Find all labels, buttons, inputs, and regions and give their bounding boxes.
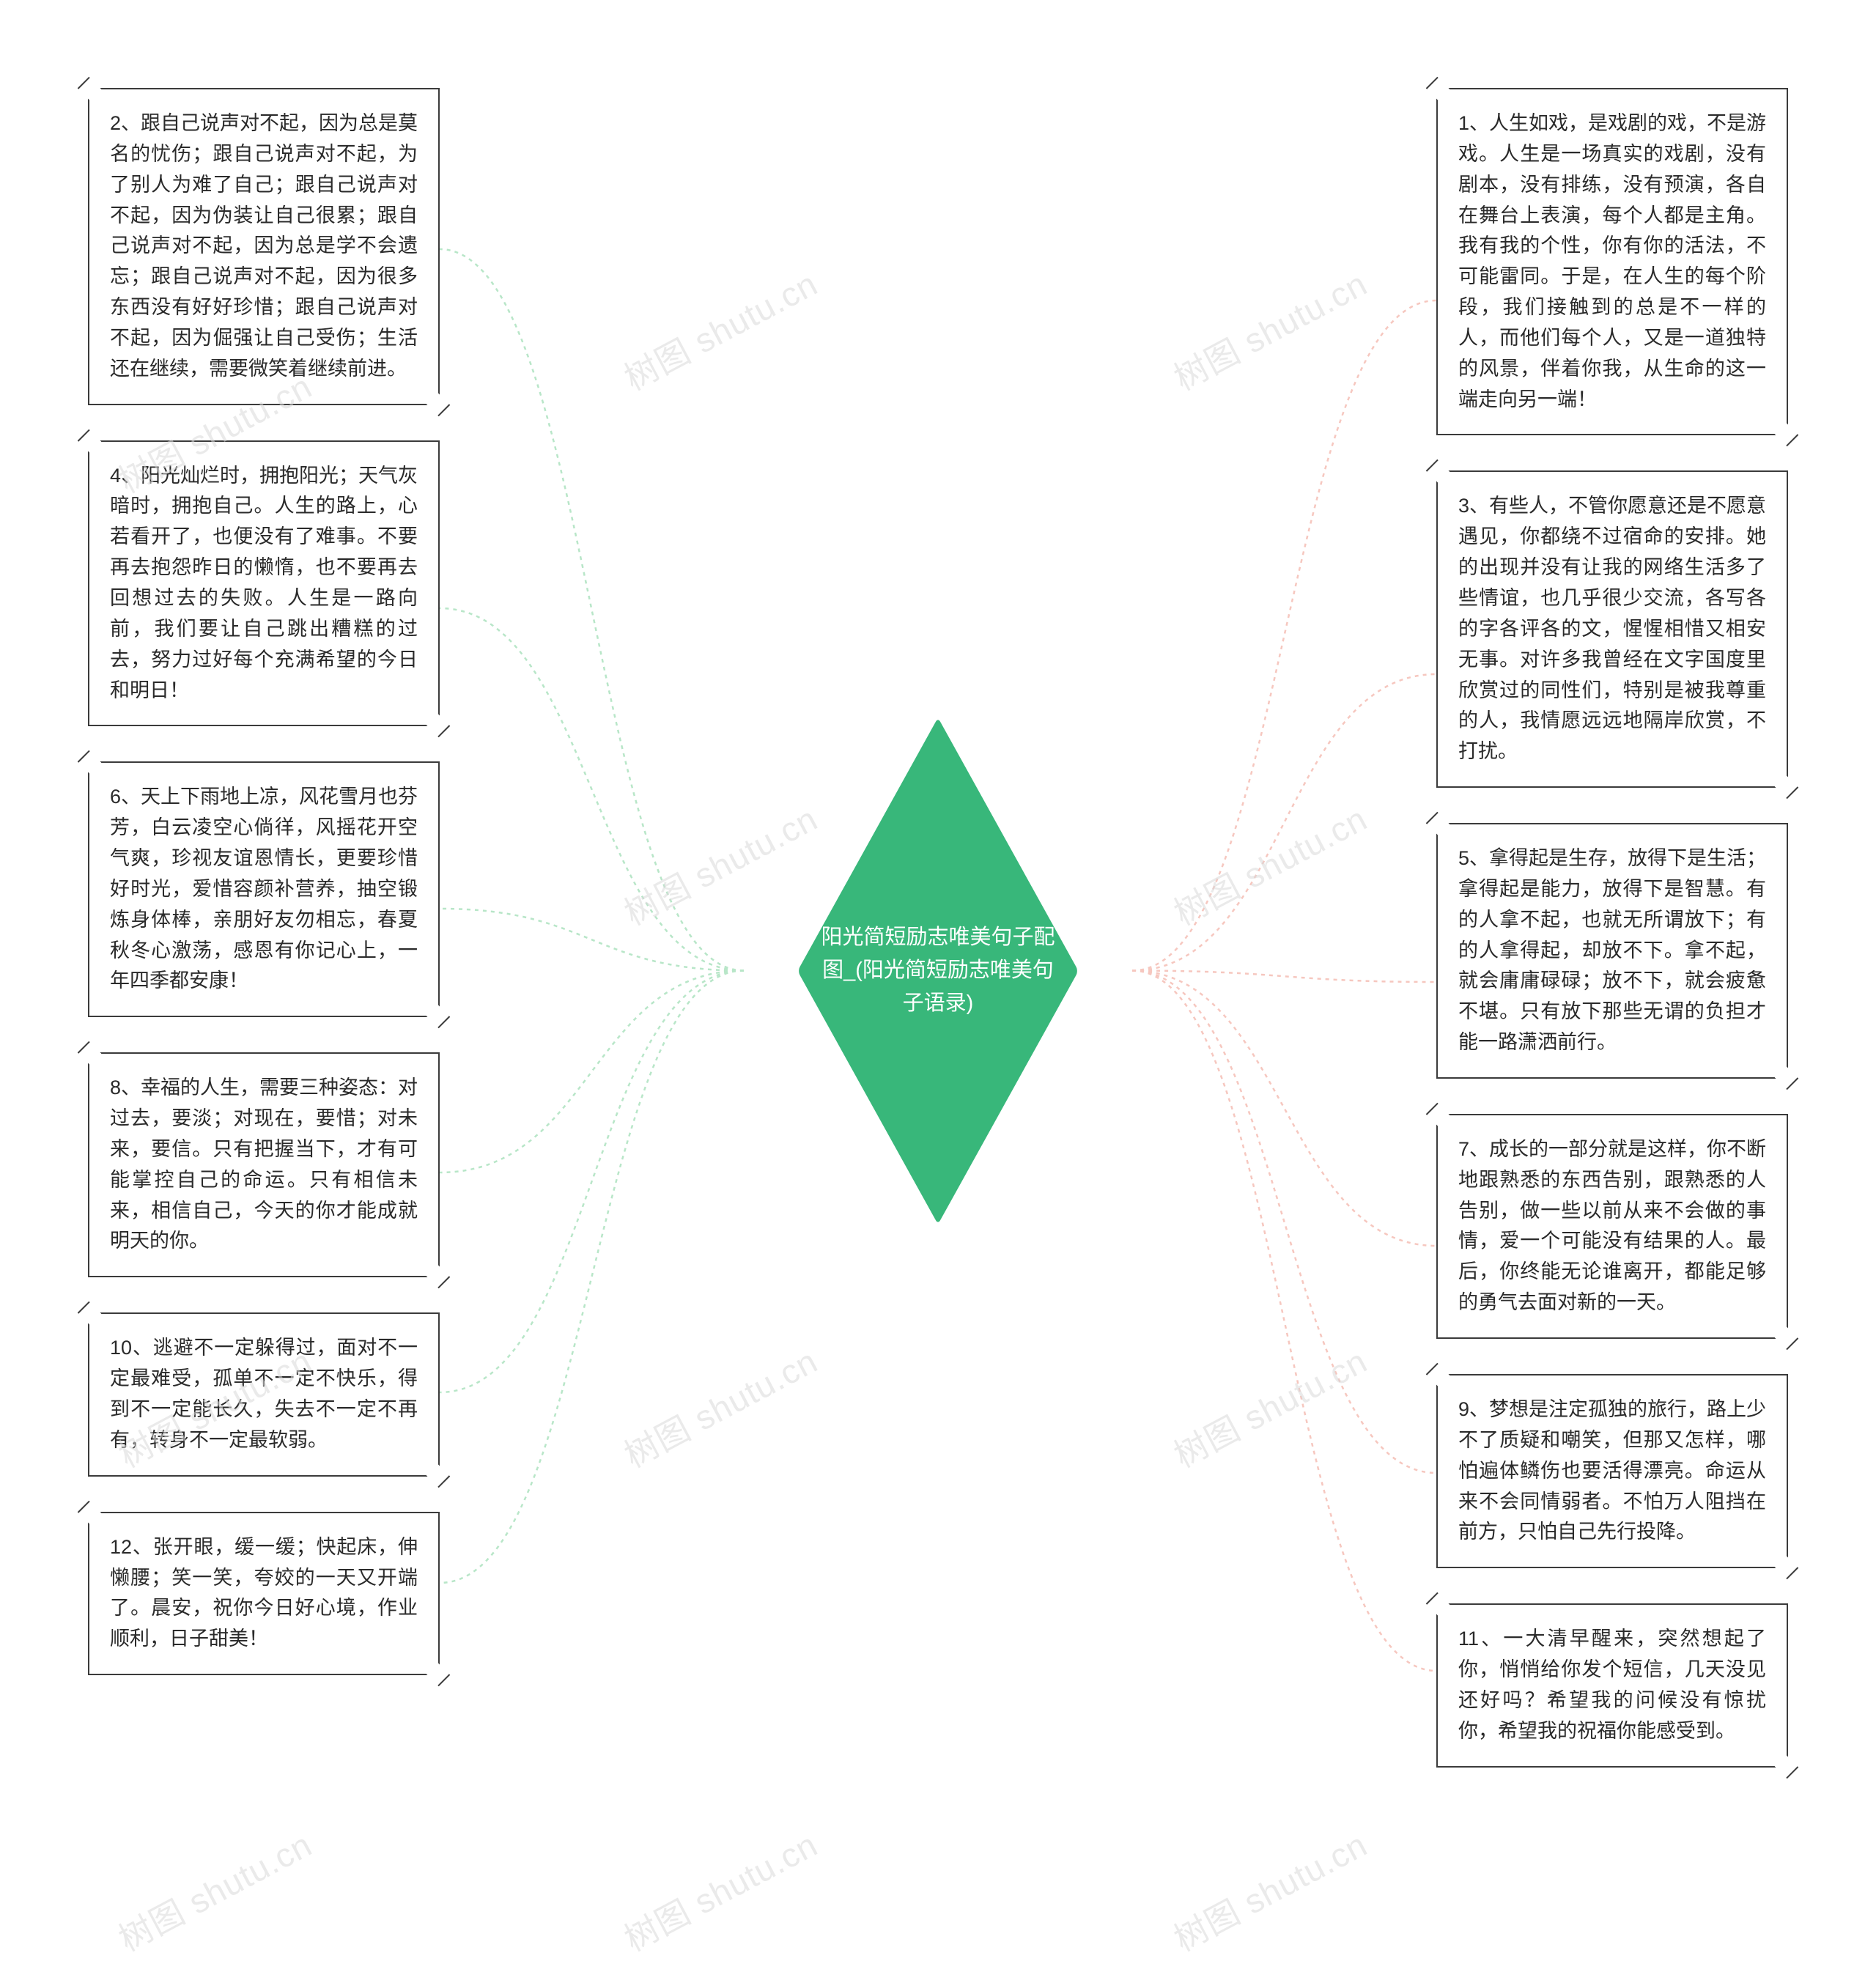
connector [1132, 971, 1436, 1672]
right-column: 1、人生如戏，是戏剧的戏，不是游戏。人生是一场真实的戏剧，没有剧本，没有排练，没… [1436, 88, 1788, 1768]
watermark: 树图 shutu.cn [615, 1335, 825, 1477]
connector [440, 971, 744, 1173]
left-node-2: 6、天上下雨地上凉，风花雪月也芬芳，白云凌空心倘徉，风摇花开空气爽，珍视友谊恩情… [88, 761, 440, 1017]
watermark: 树图 shutu.cn [615, 258, 825, 400]
connector [440, 249, 744, 971]
right-node-2: 5、拿得起是生存，放得下是生活；拿得起是能力，放得下是智慧。有的人拿不起，也就无… [1436, 823, 1788, 1079]
right-node-4: 9、梦想是注定孤独的旅行，路上少不了质疑和嘲笑，但那又怎样，哪怕遍体鳞伤也要活得… [1436, 1374, 1788, 1568]
left-node-0: 2、跟自己说声对不起，因为总是莫名的忧伤；跟自己说声对不起，为了别人为难了自己；… [88, 88, 440, 405]
left-column: 2、跟自己说声对不起，因为总是莫名的忧伤；跟自己说声对不起，为了别人为难了自己；… [88, 88, 440, 1675]
connector [440, 971, 744, 1393]
center-node: 阳光简短励志唯美句子配图_(阳光简短励志唯美句子语录) [740, 854, 1136, 1088]
connector [1132, 971, 1436, 983]
right-node-3: 7、成长的一部分就是这样，你不断地跟熟悉的东西告别，跟熟悉的人告别，做一些以前从… [1436, 1114, 1788, 1339]
watermark: 树图 shutu.cn [109, 1819, 320, 1961]
connector [440, 909, 744, 971]
watermark: 树图 shutu.cn [615, 1819, 825, 1961]
connector [1132, 674, 1436, 971]
watermark: 树图 shutu.cn [1164, 1335, 1375, 1477]
connector [1132, 971, 1436, 1474]
watermark: 树图 shutu.cn [1164, 1819, 1375, 1961]
connector [440, 971, 744, 1584]
watermark: 树图 shutu.cn [1164, 258, 1375, 400]
connector [440, 608, 744, 971]
connector [1132, 300, 1436, 971]
left-node-4: 10、逃避不一定躲得过，面对不一定最难受，孤单不一定不快乐，得到不一定能长久，失… [88, 1312, 440, 1476]
watermark: 树图 shutu.cn [1164, 793, 1375, 935]
center-label: 阳光简短励志唯美句子配图_(阳光简短励志唯美句子语录) [806, 921, 1070, 1020]
left-node-3: 8、幸福的人生，需要三种姿态：对过去，要淡；对现在，要惜；对未来，要信。只有把握… [88, 1052, 440, 1277]
left-node-5: 12、张开眼，缓一缓；快起床，伸懒腰；笑一笑，夸姣的一天又开端了。晨安，祝你今日… [88, 1512, 440, 1675]
right-node-1: 3、有些人，不管你愿意还是不愿意遇见，你都绕不过宿命的安排。她的出现并没有让我的… [1436, 470, 1788, 788]
left-node-1: 4、阳光灿烂时，拥抱阳光；天气灰暗时，拥抱自己。人生的路上，心若看开了，也便没有… [88, 440, 440, 727]
right-node-0: 1、人生如戏，是戏剧的戏，不是游戏。人生是一场真实的戏剧，没有剧本，没有排练，没… [1436, 88, 1788, 435]
right-node-5: 11、一大清早醒来，突然想起了你，悄悄给你发个短信，几天没见还好吗？希望我的问候… [1436, 1603, 1788, 1767]
connector [1132, 971, 1436, 1247]
